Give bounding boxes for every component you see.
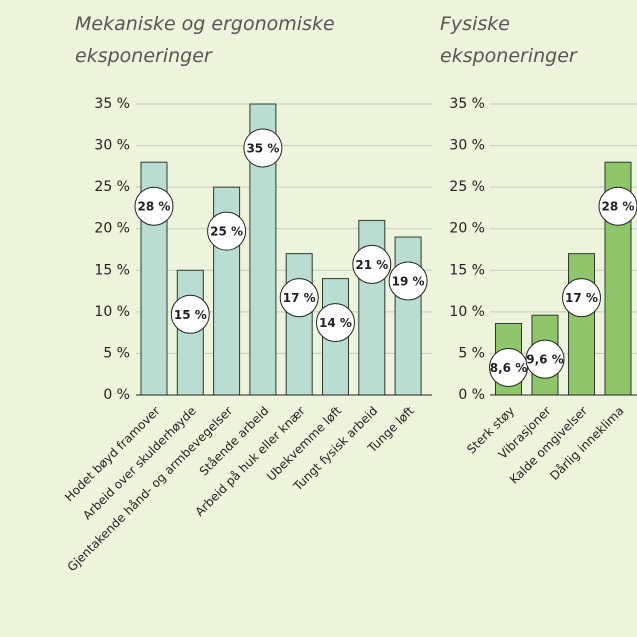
value-label: 25 %: [210, 225, 243, 239]
y-tick-label: 20 %: [94, 221, 130, 237]
value-label-badge: [562, 278, 601, 318]
bar: [285, 253, 313, 396]
y-tick-label: 15 %: [94, 262, 130, 278]
value-label: 14 %: [319, 316, 352, 330]
value-label: 35 %: [246, 142, 279, 156]
y-tick-label: 0 %: [458, 387, 485, 403]
y-tick-label: 0 %: [103, 387, 130, 403]
y-tick-label: 35 %: [449, 96, 485, 112]
value-label-badge: [388, 261, 428, 301]
value-label: 8,6 %: [490, 361, 527, 375]
bar: [568, 253, 595, 396]
value-label-badge: [525, 339, 565, 379]
chart-title: Fysiske eksponeringer: [440, 13, 577, 67]
value-label-badge: [134, 186, 174, 226]
value-label-badge: [352, 244, 392, 284]
value-label: 28 %: [602, 200, 635, 214]
value-label: 19 %: [392, 275, 425, 289]
y-tick-label: 25 %: [449, 179, 485, 195]
y-tick-label: 30 %: [94, 138, 130, 154]
value-label-badge: [243, 128, 283, 168]
value-label: 21 %: [355, 258, 388, 272]
y-tick-label: 20 %: [449, 221, 485, 237]
value-label-badge: [279, 278, 319, 318]
value-label: 17 %: [283, 291, 316, 305]
value-label-badge: [598, 186, 637, 226]
value-label-badge: [316, 303, 355, 343]
bar: [394, 236, 422, 396]
y-tick-label: 25 %: [94, 179, 130, 195]
value-label: 17 %: [565, 291, 598, 305]
y-tick-label: 10 %: [449, 304, 485, 320]
x-tick-label: Gjentakende hånd- og armbevegelser: [65, 404, 236, 575]
value-label: 28 %: [138, 200, 171, 214]
y-tick-label: 15 %: [449, 262, 485, 278]
y-tick-label: 30 %: [449, 138, 485, 154]
chart-title: Mekaniske og ergonomiske eksponeringer: [75, 13, 335, 67]
y-tick-label: 5 %: [458, 345, 485, 361]
y-tick-label: 35 %: [94, 96, 130, 112]
value-label-badge: [207, 211, 247, 251]
value-label-badge: [170, 294, 210, 334]
y-tick-label: 5 %: [103, 345, 130, 361]
y-tick-label: 10 %: [94, 304, 130, 320]
value-label: 9,6 %: [526, 353, 563, 367]
value-label: 15 %: [174, 308, 207, 322]
